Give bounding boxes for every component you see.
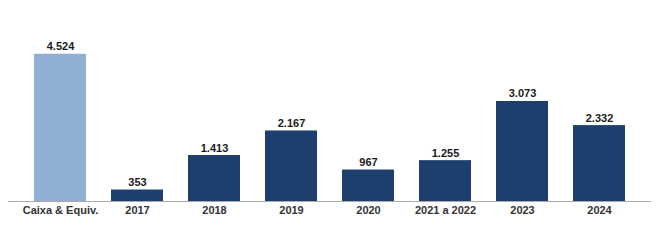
- svg-text:2018: 2018: [202, 204, 226, 216]
- svg-text:2.167: 2.167: [278, 117, 306, 129]
- svg-text:3.073: 3.073: [509, 87, 537, 99]
- svg-text:2024: 2024: [587, 204, 612, 216]
- svg-text:2.332: 2.332: [586, 112, 614, 124]
- svg-text:4.524: 4.524: [47, 40, 75, 52]
- svg-text:2020: 2020: [356, 204, 380, 216]
- svg-text:1.413: 1.413: [201, 142, 229, 154]
- svg-text:Caixa & Equiv.: Caixa & Equiv.: [23, 204, 99, 216]
- svg-text:353: 353: [128, 176, 146, 188]
- svg-text:2021 a 2022: 2021 a 2022: [415, 204, 476, 216]
- svg-text:1.255: 1.255: [432, 147, 460, 159]
- svg-text:2023: 2023: [510, 204, 534, 216]
- svg-text:2017: 2017: [125, 204, 149, 216]
- svg-text:2019: 2019: [279, 204, 303, 216]
- svg-text:967: 967: [359, 156, 377, 168]
